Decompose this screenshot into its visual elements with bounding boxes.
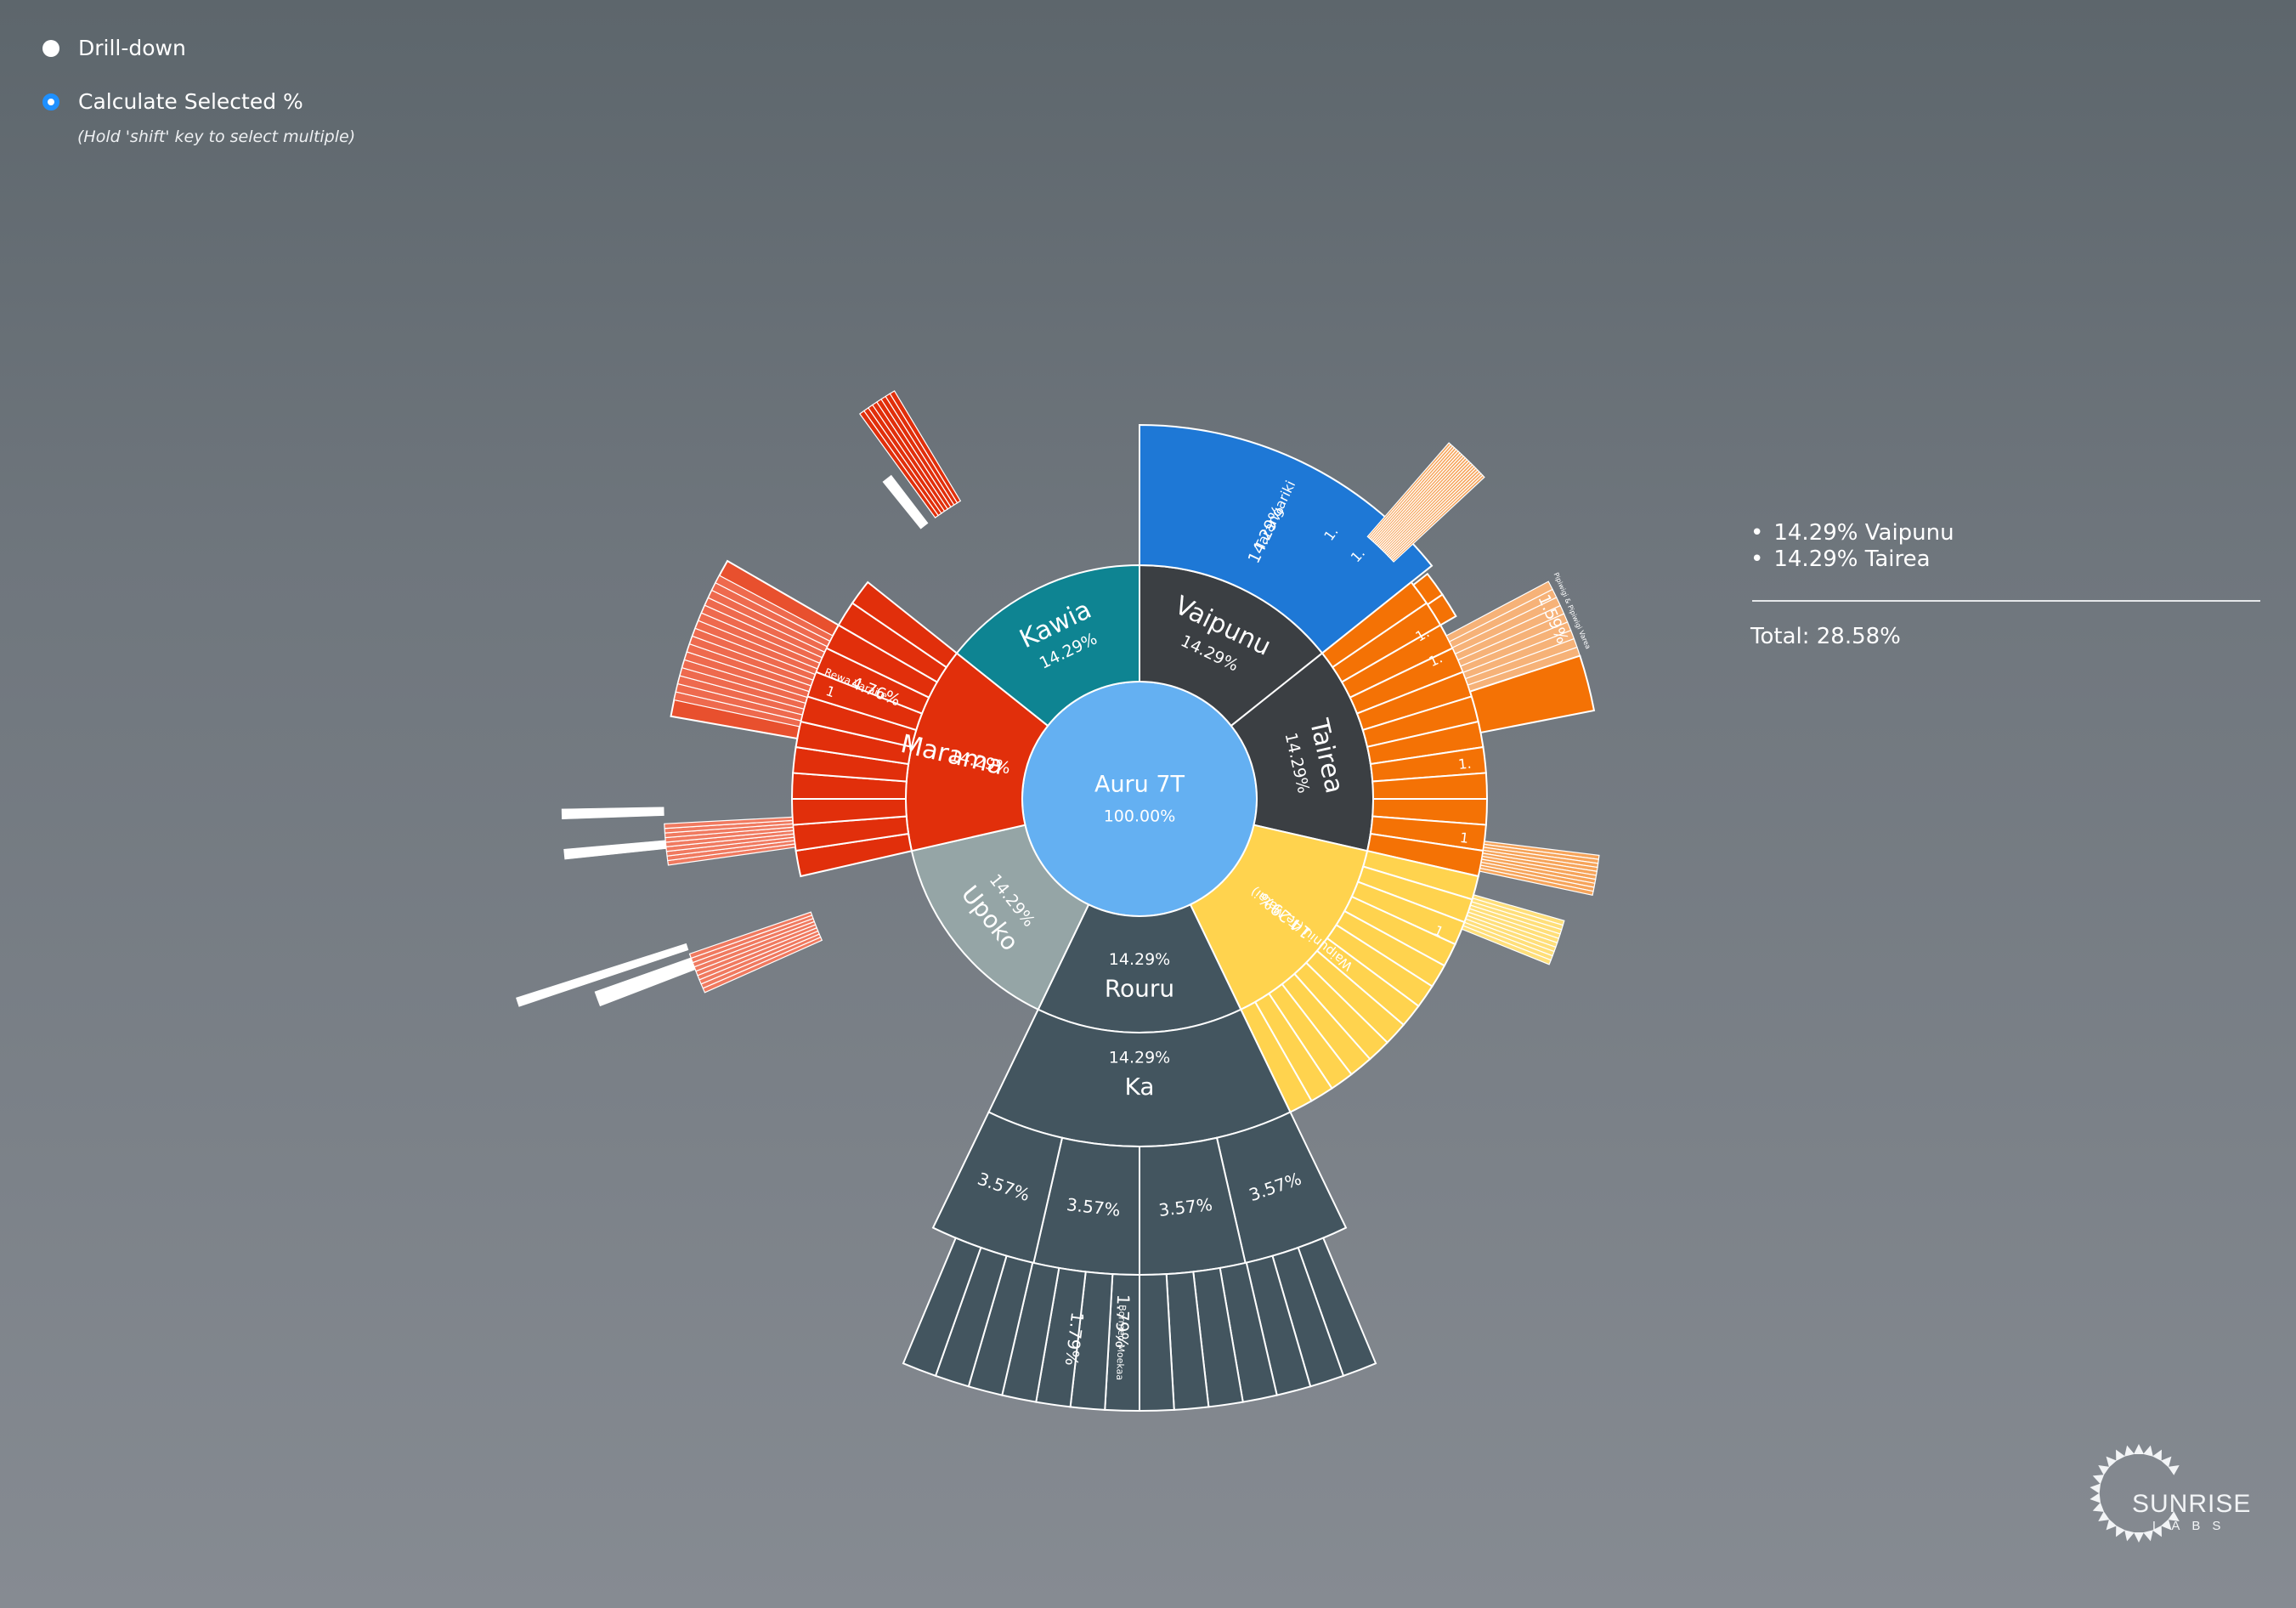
logo-triangle bbox=[2091, 1503, 2104, 1515]
logo-subtext: LABS bbox=[2152, 1519, 2232, 1533]
selection-total: Total: 28.58% bbox=[1750, 624, 2260, 649]
logo-triangle bbox=[2095, 1511, 2110, 1526]
logo-triangle bbox=[2134, 1532, 2144, 1543]
logo-triangle bbox=[2112, 1526, 2125, 1539]
selection-item: 14.29% Vaipunu bbox=[1750, 520, 2260, 546]
logo-triangle bbox=[2161, 1453, 2175, 1468]
logo-triangle bbox=[2122, 1444, 2135, 1457]
segment-label: 1. bbox=[1457, 756, 1472, 773]
logo-text: SUNRISE bbox=[2132, 1490, 2251, 1519]
selection-panel: 14.29% Vaipunu 14.29% Tairea Total: 28.5… bbox=[1750, 520, 2260, 649]
logo-triangle bbox=[2143, 1444, 2156, 1457]
root-label: Auru 7T bbox=[1094, 772, 1185, 798]
segment-value: 14.29% bbox=[1109, 950, 1170, 969]
logo-triangle bbox=[2134, 1444, 2144, 1454]
sunburst-root[interactable] bbox=[1022, 682, 1257, 916]
segment-value: 14.29% bbox=[1109, 1049, 1170, 1067]
selection-item: 14.29% Tairea bbox=[1750, 546, 2260, 573]
sunrise-labs-logo: SUNRISE LABS bbox=[2086, 1441, 2256, 1547]
segment-label: Rouru bbox=[1105, 975, 1174, 1003]
logo-triangle bbox=[2091, 1471, 2104, 1484]
logo-triangle bbox=[2095, 1461, 2110, 1475]
logo-triangle bbox=[2168, 1461, 2182, 1475]
sunburst-segment[interactable] bbox=[595, 958, 695, 1006]
root-value: 100.00% bbox=[1104, 807, 1176, 826]
segment-label: Ka bbox=[1124, 1073, 1154, 1101]
logo-triangle bbox=[2122, 1530, 2135, 1543]
sunburst-segment[interactable] bbox=[877, 399, 951, 509]
segment-value: 1.79% bbox=[1111, 1294, 1134, 1349]
logo-triangle bbox=[2102, 1453, 2117, 1468]
logo-triangle bbox=[2102, 1519, 2117, 1533]
logo-triangle bbox=[2152, 1447, 2166, 1461]
selection-list: 14.29% Vaipunu 14.29% Tairea bbox=[1750, 520, 2260, 573]
selection-divider bbox=[1752, 600, 2260, 602]
logo-triangle bbox=[2090, 1482, 2101, 1493]
logo-triangle bbox=[2090, 1493, 2101, 1504]
logo-triangle bbox=[2112, 1447, 2125, 1461]
sunburst-segment[interactable] bbox=[564, 841, 666, 859]
sunburst-segment[interactable] bbox=[562, 807, 664, 819]
